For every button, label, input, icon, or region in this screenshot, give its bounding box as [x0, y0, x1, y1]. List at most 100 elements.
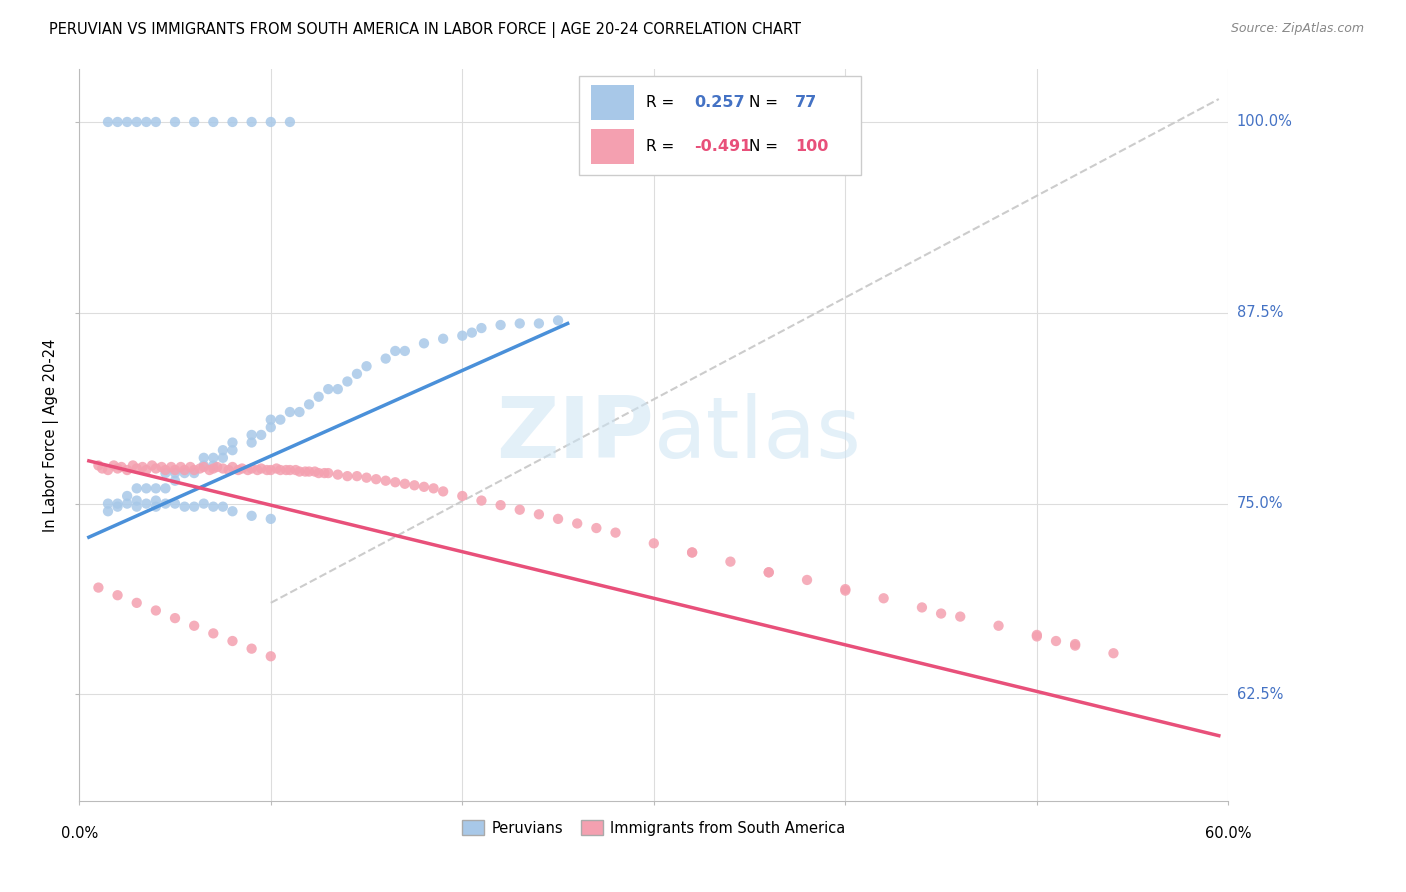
Point: [125, 115, 148, 129]
Point: [288, 465, 311, 479]
Point: [509, 502, 531, 516]
Point: [240, 435, 263, 450]
Text: Source: ZipAtlas.com: Source: ZipAtlas.com: [1230, 22, 1364, 36]
Point: [346, 367, 368, 381]
Point: [949, 609, 972, 624]
Point: [451, 328, 474, 343]
Point: [193, 460, 215, 475]
Point: [509, 317, 531, 331]
Text: 75.0%: 75.0%: [1237, 496, 1284, 511]
Text: R =: R =: [645, 95, 679, 111]
Point: [183, 115, 205, 129]
Point: [103, 458, 125, 473]
Point: [720, 555, 742, 569]
Point: [432, 332, 454, 346]
Point: [107, 588, 129, 602]
Text: 0.0%: 0.0%: [60, 826, 98, 841]
Point: [122, 458, 145, 473]
Point: [145, 115, 167, 129]
Point: [205, 460, 228, 475]
Point: [141, 458, 163, 473]
Point: [115, 115, 138, 129]
Point: [145, 603, 167, 617]
Point: [110, 460, 132, 475]
Point: [294, 465, 316, 479]
Point: [97, 115, 120, 129]
Text: PERUVIAN VS IMMIGRANTS FROM SOUTH AMERICA IN LABOR FORCE | AGE 20-24 CORRELATION: PERUVIAN VS IMMIGRANTS FROM SOUTH AMERIC…: [49, 22, 801, 38]
Point: [834, 583, 856, 598]
Point: [547, 313, 569, 327]
Point: [221, 443, 243, 458]
Point: [1025, 629, 1047, 643]
Point: [155, 497, 177, 511]
Point: [188, 461, 211, 475]
Point: [155, 466, 177, 480]
Point: [212, 450, 235, 465]
Point: [135, 497, 157, 511]
Point: [221, 504, 243, 518]
Text: atlas: atlas: [654, 393, 862, 476]
Text: 77: 77: [796, 95, 817, 111]
Point: [107, 115, 129, 129]
Text: N =: N =: [749, 139, 783, 154]
Point: [163, 497, 186, 511]
Point: [97, 497, 120, 511]
Point: [872, 591, 894, 606]
Point: [250, 461, 273, 475]
Point: [193, 497, 215, 511]
Point: [218, 463, 240, 477]
Point: [212, 443, 235, 458]
Point: [643, 536, 665, 550]
Point: [240, 115, 263, 129]
Point: [202, 461, 225, 475]
Point: [107, 497, 129, 511]
Point: [413, 480, 436, 494]
Point: [326, 467, 349, 482]
Point: [356, 359, 378, 374]
Point: [125, 481, 148, 495]
Point: [221, 634, 243, 648]
Point: [269, 463, 291, 477]
Point: [226, 463, 249, 477]
Point: [97, 463, 120, 477]
Point: [356, 471, 378, 485]
Point: [160, 460, 183, 475]
Point: [470, 493, 492, 508]
Point: [155, 481, 177, 495]
Text: N =: N =: [749, 95, 783, 111]
Point: [326, 382, 349, 396]
Point: [1102, 646, 1125, 660]
Point: [422, 481, 444, 495]
Point: [394, 476, 416, 491]
Point: [125, 461, 148, 475]
Point: [202, 450, 225, 465]
Text: ZIP: ZIP: [496, 393, 654, 476]
Point: [304, 465, 326, 479]
Point: [145, 481, 167, 495]
Legend: Peruvians, Immigrants from South America: Peruvians, Immigrants from South America: [457, 814, 851, 842]
Point: [202, 626, 225, 640]
Point: [183, 466, 205, 480]
Point: [404, 478, 426, 492]
Point: [163, 611, 186, 625]
Point: [374, 474, 396, 488]
Point: [179, 460, 201, 475]
Point: [284, 463, 307, 477]
Point: [260, 463, 283, 477]
Point: [91, 461, 114, 475]
Point: [346, 469, 368, 483]
Point: [260, 115, 283, 129]
Point: [278, 115, 301, 129]
Text: -0.491: -0.491: [695, 139, 751, 154]
Point: [681, 545, 703, 559]
Bar: [579, 76, 860, 175]
Point: [1064, 637, 1087, 651]
Y-axis label: In Labor Force | Age 20-24: In Labor Force | Age 20-24: [44, 338, 59, 532]
Point: [336, 469, 359, 483]
Point: [308, 466, 330, 480]
Point: [489, 498, 512, 512]
Point: [183, 500, 205, 514]
Point: [236, 463, 259, 477]
Point: [911, 600, 934, 615]
Point: [278, 463, 301, 477]
